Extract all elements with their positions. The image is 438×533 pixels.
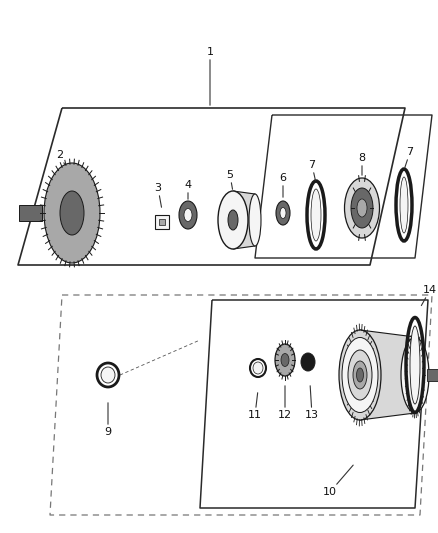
Polygon shape [233, 191, 255, 249]
Ellipse shape [249, 194, 261, 246]
Polygon shape [19, 205, 42, 221]
Text: 13: 13 [305, 386, 319, 420]
Polygon shape [360, 330, 415, 420]
Bar [427, 369, 438, 381]
Ellipse shape [44, 163, 100, 263]
Text: 14: 14 [421, 285, 437, 305]
Text: 4: 4 [184, 180, 191, 199]
Text: 7: 7 [405, 147, 413, 167]
Ellipse shape [339, 330, 381, 420]
Ellipse shape [410, 326, 420, 404]
Ellipse shape [401, 337, 429, 413]
Ellipse shape [311, 189, 321, 241]
Ellipse shape [218, 191, 248, 249]
Ellipse shape [275, 344, 295, 376]
Bar [159, 219, 165, 225]
Ellipse shape [101, 367, 115, 383]
Text: 5: 5 [226, 170, 233, 189]
Ellipse shape [353, 361, 367, 389]
Text: 1: 1 [206, 47, 213, 105]
Ellipse shape [60, 191, 84, 235]
Ellipse shape [280, 207, 286, 219]
Ellipse shape [184, 208, 192, 222]
Text: 6: 6 [279, 173, 286, 197]
Text: 12: 12 [278, 386, 292, 420]
Ellipse shape [400, 177, 408, 233]
Ellipse shape [281, 353, 289, 367]
Text: 10: 10 [323, 465, 353, 497]
Ellipse shape [348, 350, 372, 400]
Ellipse shape [253, 362, 263, 374]
Ellipse shape [228, 210, 238, 230]
Text: 11: 11 [248, 393, 262, 420]
Ellipse shape [342, 337, 378, 413]
Text: 9: 9 [104, 403, 112, 437]
Ellipse shape [351, 188, 373, 228]
Text: 3: 3 [155, 183, 162, 207]
Ellipse shape [276, 201, 290, 225]
Ellipse shape [345, 178, 379, 238]
Ellipse shape [357, 199, 367, 217]
Text: 7: 7 [308, 160, 315, 180]
Text: 8: 8 [358, 153, 366, 175]
Ellipse shape [179, 201, 197, 229]
Text: 2: 2 [57, 150, 65, 165]
Bar [155, 215, 169, 229]
Ellipse shape [301, 353, 315, 371]
Ellipse shape [357, 368, 364, 382]
